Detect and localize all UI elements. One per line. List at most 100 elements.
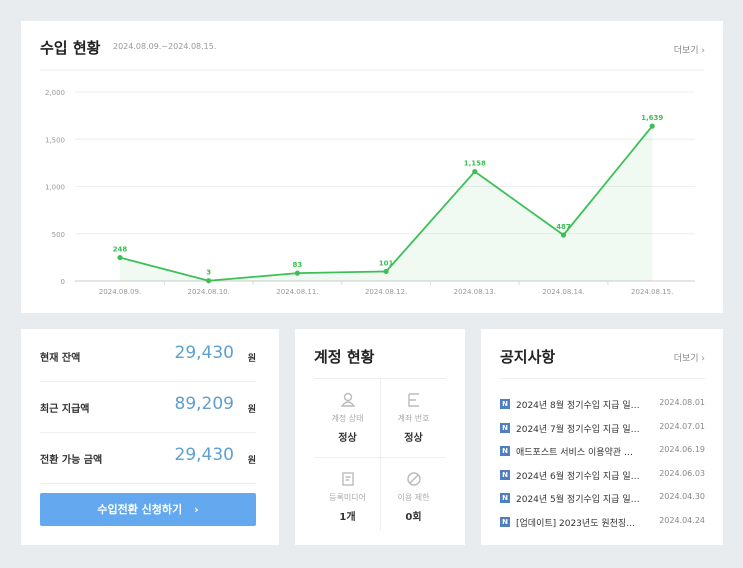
point [649,123,655,129]
balance-unit: 원 [247,405,256,415]
account-label: 계정 상태 [331,414,364,423]
notice-title[interactable]: 2024년 6월 정기수입 지급 일… [516,471,640,482]
account-value: 1개 [339,512,356,523]
x-tick-label: 2024.08.14. [542,288,584,296]
point [472,168,478,175]
x-tick-label: 2024.08.13. [454,288,496,296]
y-tick-label: 1,500 [45,136,65,144]
icon [407,393,419,407]
divider [500,378,705,379]
new-badge: N [500,422,510,433]
button-text[interactable]: 수입전환 신청하기 [97,503,183,516]
y-tick-label: 0 [61,278,65,286]
new-badge: N [500,469,510,480]
value-label: 3 [206,269,211,277]
y-tick-label: 1,000 [45,184,65,192]
y-tick-label: 500 [52,231,65,239]
notice-date: 2024.07.01 [659,421,705,431]
point [383,268,389,275]
new-badge: N [500,493,510,503]
balance-label: 최근 지급액 [40,404,90,415]
account-item: 이용 제한 0회 [381,460,446,536]
icon [406,472,421,486]
card-title: 수입 현황 [40,39,101,57]
value-label: 1,639 [641,114,663,122]
notice-title[interactable]: 2024년 8월 정기수입 지급 일… [516,401,640,411]
period: 2024.08.09.~2024.08.15. [113,42,217,51]
balance-row: 전환 가능 금액 29,430 원 [40,433,256,484]
account-label: 계좌 번호 [397,414,430,423]
divider [314,378,446,379]
value-label: 487 [556,223,571,231]
account-value: 0회 [405,512,422,523]
point [294,270,300,276]
value-label: 101 [379,259,394,267]
balance-amount: 29,430 [174,445,234,465]
account-value: 정상 [338,433,357,444]
balance-unit: 원 [247,354,256,364]
divider [314,457,446,458]
balance-label: 전환 가능 금액 [40,455,103,466]
notice-date: 2024.04.24 [659,515,705,525]
x-tick-label: 2024.08.12. [365,288,407,296]
more-text[interactable]: 더보기 [673,354,699,364]
account-card: 계정 현황 계정 상태 정상 계좌 번호 정상 등록미디어 1개 이용 제한 0회 [295,329,465,545]
account-item: 등록미디어 1개 [315,460,380,536]
income-card: 수입 현황 2024.08.09.~2024.08.15. 더보기 › 0 500… [21,21,723,313]
notice-item[interactable]: N 애드포스트 서비스 이용약관 … 2024.06.19 [500,445,705,459]
value-label: 1,158 [464,160,486,168]
account-label: 이용 제한 [397,493,430,502]
notice-title[interactable]: 2024년 7월 정기수입 지급 일… [516,424,640,435]
notice-title[interactable]: 애드포스트 서비스 이용약관 … [516,448,633,458]
x-tick-label: 2024.08.11. [276,288,318,296]
new-badge: N [500,446,510,456]
convert-button[interactable]: 수입전환 신청하기 › [40,493,256,526]
point [560,232,567,238]
icon [341,472,354,486]
x-tick-label: 2024.08.10. [188,288,230,296]
balance-label: 현재 잔액 [40,353,81,364]
account-label: 등록미디어 [329,493,366,502]
x-tick-label: 2024.08.15. [631,288,673,296]
notice-item[interactable]: N 2024년 5월 정기수입 지급 일… 2024.04.30 [500,492,705,506]
notice-item[interactable]: N 2024년 6월 정기수입 지급 일… 2024.06.03 [500,469,705,483]
account-value: 정상 [404,433,423,444]
balance-amount: 29,430 [174,343,234,363]
point [117,254,123,261]
area [120,126,653,281]
chevron[interactable]: › [194,503,199,516]
divider [380,379,381,531]
card-title: 공지사항 [500,348,556,366]
notice-date: 2024.06.19 [659,445,705,454]
more-link[interactable]: 더보기 › [673,354,705,364]
notice-date: 2024.08.01 [659,398,705,407]
balance-amount: 89,209 [174,394,234,414]
notice-date: 2024.06.03 [659,468,705,478]
balance-row: 현재 잔액 29,430 원 [40,331,256,382]
y-tick-label: 2,000 [45,89,65,97]
new-badge: N [500,399,510,409]
notice-card: 공지사항 더보기 › N 2024년 8월 정기수입 지급 일… 2024.08.0… [481,329,723,545]
more-text[interactable]: 더보기 [673,46,699,56]
card-title: 계정 현황 [314,348,375,366]
balance-row: 최근 지급액 89,209 원 [40,382,256,433]
x-tick-label: 2024.08.09. [99,288,141,296]
point [206,278,212,284]
notice-item[interactable]: N [업데이트] 2023년도 원천징… 2024.04.24 [500,516,705,530]
balance-card: 현재 잔액 29,430 원 최근 지급액 89,209 원 전환 가능 금액 29,430 원… [21,329,279,545]
icon [340,392,355,407]
more-link[interactable]: 더보기 › [673,46,705,56]
new-badge: N [500,516,510,527]
notice-item[interactable]: N 2024년 8월 정기수입 지급 일… 2024.08.01 [500,398,705,412]
notice-title[interactable]: 2024년 5월 정기수입 지급 일… [516,495,640,505]
notice-date: 2024.04.30 [659,492,705,501]
value-label: 248 [113,246,128,254]
balance-unit: 원 [247,456,256,466]
notice-item[interactable]: N 2024년 7월 정기수입 지급 일… 2024.07.01 [500,422,705,436]
value-label: 83 [293,261,303,269]
notice-title[interactable]: [업데이트] 2023년도 원천징… [516,518,636,529]
chart: 0 500 1,000 1,500 2,000 2024.08.09. 2024.08.10… [40,69,704,296]
